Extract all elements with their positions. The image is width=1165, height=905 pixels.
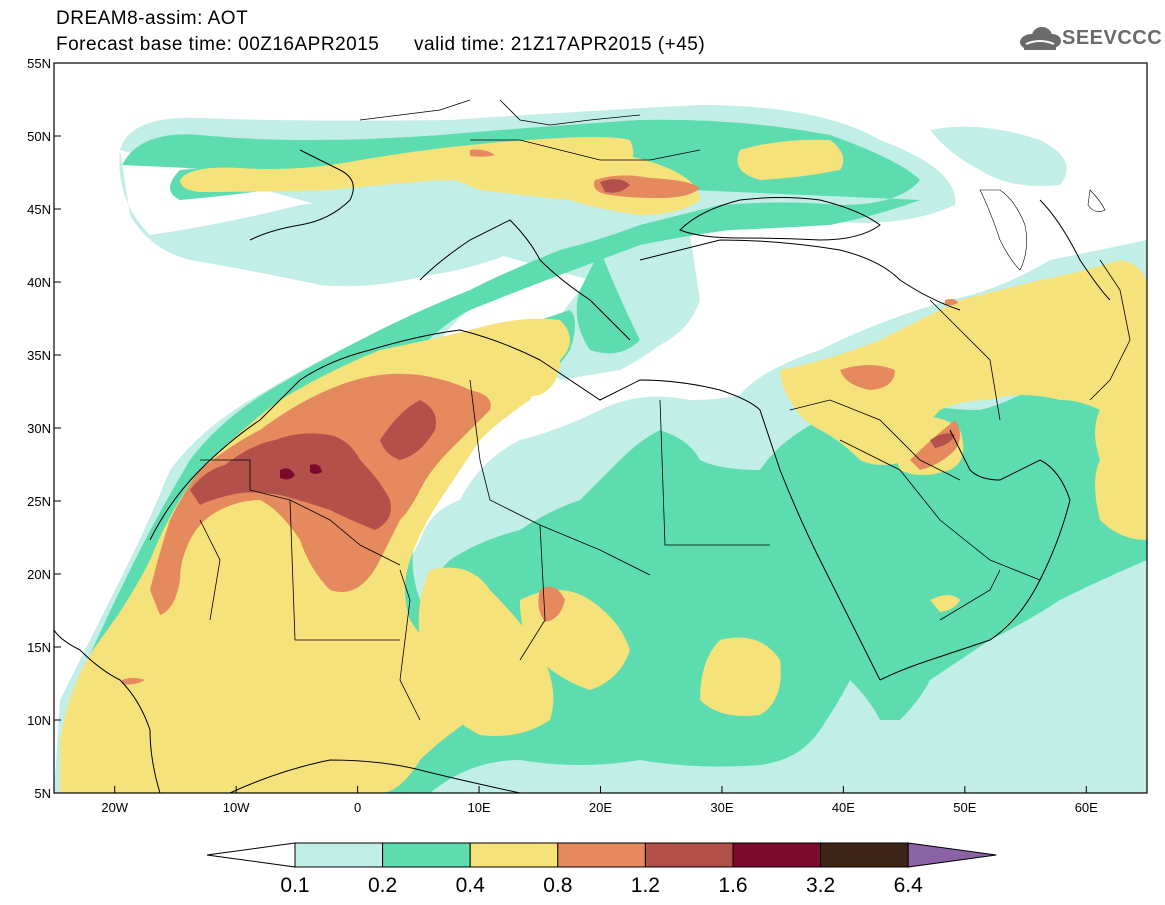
lat-tick-label: 55N: [27, 56, 51, 71]
lon-tick-label: 60E: [1075, 800, 1098, 815]
colorbar-under-triangle: [206, 842, 296, 868]
longitude-axis: 20W 10W 0 10E 20E 30E 40E 50E 60E: [101, 786, 1098, 815]
colorbar-level-label: 0.4: [456, 874, 486, 897]
colorbar-box: [382, 842, 471, 868]
lat-tick-label: 15N: [27, 640, 51, 655]
lon-tick-label: 20W: [101, 800, 128, 815]
lon-tick-label: 20E: [589, 800, 612, 815]
colorbar-level-label: 0.1: [280, 874, 309, 897]
colorbar-over-triangle: [907, 842, 997, 868]
colorbar-level-label: 3.2: [806, 874, 835, 897]
colorbar-level-label: 1.6: [718, 874, 747, 897]
lon-tick-label: 0: [354, 800, 361, 815]
lon-tick-label: 10W: [223, 800, 250, 815]
lon-tick-label: 50E: [953, 800, 976, 815]
colorbar-box: [644, 842, 734, 868]
aot-level-1.6: [280, 464, 322, 480]
chart-title: DREAM8-assim: AOT: [56, 8, 249, 29]
colorbar-level-label: 0.8: [543, 874, 572, 897]
colorbar-box: [557, 842, 646, 868]
colorbar-box: [820, 842, 909, 868]
lon-tick-label: 40E: [832, 800, 855, 815]
lon-tick-label: 10E: [467, 800, 490, 815]
aot-level-1.2: [190, 179, 955, 530]
colorbar: 0.1 0.2 0.4 0.8 1.2 1.6 3.2 6.4: [206, 842, 997, 897]
lat-tick-label: 25N: [27, 494, 51, 509]
lat-tick-label: 30N: [27, 421, 51, 436]
lat-tick-label: 10N: [27, 713, 51, 728]
latitude-axis: 55N 50N 45N 40N 35N 30N 25N 20N 15N 10N 5N: [27, 56, 61, 801]
lat-tick-label: 20N: [27, 567, 51, 582]
lon-tick-label: 30E: [710, 800, 733, 815]
lat-tick-label: 45N: [27, 202, 51, 217]
coastlines: [54, 149, 1111, 793]
chart-subtitle-times: Forecast base time: 00Z16APR2015 valid t…: [56, 34, 706, 55]
colorbar-level-label: 0.2: [368, 874, 397, 897]
water-bodies: [979, 189, 1106, 271]
lat-tick-label: 40N: [27, 275, 51, 290]
country-borders: [199, 99, 1131, 721]
logo-text: SEEVCCC: [1062, 27, 1163, 49]
colorbar-box: [469, 842, 559, 868]
lat-tick-label: 35N: [27, 348, 51, 363]
colorbar-box: [732, 842, 822, 868]
lat-tick-label: 5N: [34, 786, 51, 801]
colorbar-box: [294, 842, 384, 868]
colorbar-level-label: 6.4: [894, 874, 924, 897]
cloud-icon: [1020, 27, 1061, 50]
colorbar-level-label: 1.2: [631, 874, 660, 897]
aot-field: [54, 63, 1147, 793]
lat-tick-label: 50N: [27, 129, 51, 144]
